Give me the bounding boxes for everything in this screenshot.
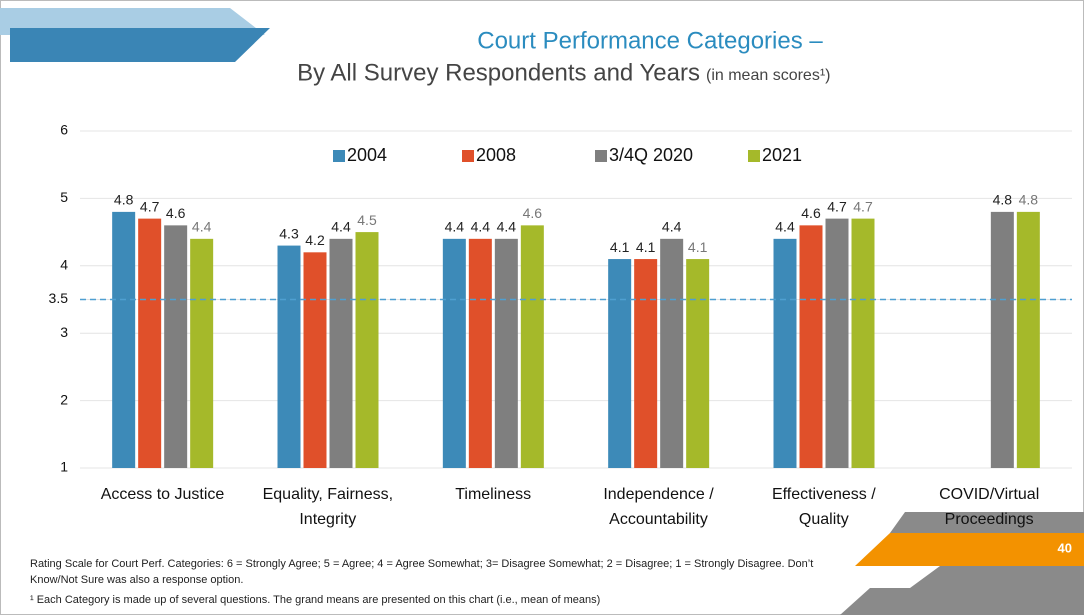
data-label: 4.3: [279, 225, 299, 241]
legend-label: 2008: [476, 145, 516, 165]
data-label: 4.4: [662, 219, 682, 235]
data-label: 4.4: [775, 219, 795, 235]
bar: [773, 238, 797, 468]
decor: [890, 512, 1084, 533]
subtitle-note: (in mean scores¹): [706, 67, 830, 84]
chart-subtitle: By All Survey Respondents and Years: [297, 59, 700, 86]
legend-swatch: [462, 150, 474, 162]
legend-label: 2021: [762, 145, 802, 165]
data-label: 4.6: [166, 205, 186, 221]
data-label: 4.2: [305, 232, 325, 248]
bar: [851, 218, 875, 468]
bar: [520, 225, 544, 468]
data-label: 4.6: [523, 205, 543, 221]
data-label: 4.7: [853, 198, 873, 214]
decor: [840, 588, 1084, 615]
y-tick-label: 3.5: [49, 290, 69, 306]
x-tick-label: Access to Justice: [100, 486, 225, 503]
bar: [138, 218, 162, 468]
legend-swatch: [748, 150, 760, 162]
data-label: 4.6: [801, 205, 821, 221]
bar: [355, 232, 379, 468]
data-label: 4.5: [357, 212, 377, 228]
data-label: 4.8: [114, 192, 134, 208]
x-tick-label: Equality, Fairness, Integrity: [262, 486, 394, 528]
chart-title: Court Performance Categories –: [477, 27, 823, 54]
y-tick-label: 4: [60, 257, 68, 273]
data-label: 4.1: [636, 239, 656, 255]
bar: [190, 238, 214, 468]
data-label: 4.1: [688, 239, 708, 255]
y-tick-label: 6: [60, 122, 68, 138]
footnote: Rating Scale for Court Perf. Categories:…: [30, 558, 814, 586]
x-tick-label: Timeliness: [455, 486, 532, 503]
data-label: 4.8: [1019, 192, 1039, 208]
data-label: 4.4: [331, 219, 351, 235]
data-label: 4.4: [445, 219, 465, 235]
bar: [799, 225, 823, 468]
legend-swatch: [333, 150, 345, 162]
bar: [164, 225, 188, 468]
y-tick-label: 5: [60, 189, 68, 205]
bar: [112, 211, 136, 468]
bar: [303, 252, 327, 468]
y-tick-label: 3: [60, 324, 68, 340]
bar: [686, 259, 710, 468]
x-tick-label: COVID/Virtual Proceedings: [939, 486, 1040, 528]
footnote: ¹ Each Category is made up of several qu…: [30, 594, 601, 606]
data-label: 4.8: [993, 192, 1013, 208]
y-tick-label: 1: [60, 459, 68, 475]
page-number: 40: [1058, 540, 1072, 555]
page-banner: [855, 533, 1084, 566]
data-label: 4.1: [610, 239, 630, 255]
data-label: 4.4: [471, 219, 491, 235]
data-label: 4.7: [140, 198, 160, 214]
bar: [468, 238, 492, 468]
bar: [329, 238, 353, 468]
legend-label: 2004: [347, 145, 387, 165]
x-tick-label: Independence / Accountability: [603, 486, 714, 528]
bar: [277, 245, 301, 468]
bar: [494, 238, 518, 468]
bar: [825, 218, 849, 468]
x-tick-label: Effectiveness / Quality: [771, 486, 876, 528]
bar: [990, 211, 1014, 468]
bar: [608, 259, 632, 468]
y-tick-label: 2: [60, 391, 68, 407]
bar: [660, 238, 684, 468]
bar: [1016, 211, 1040, 468]
decor: [10, 28, 270, 62]
data-label: 4.4: [497, 219, 517, 235]
data-label: 4.4: [192, 219, 212, 235]
bar: [442, 238, 466, 468]
decor: [910, 566, 1084, 588]
legend-swatch: [595, 150, 607, 162]
legend-label: 3/4Q 2020: [609, 145, 693, 165]
bar: [634, 259, 658, 468]
data-label: 4.7: [827, 198, 847, 214]
